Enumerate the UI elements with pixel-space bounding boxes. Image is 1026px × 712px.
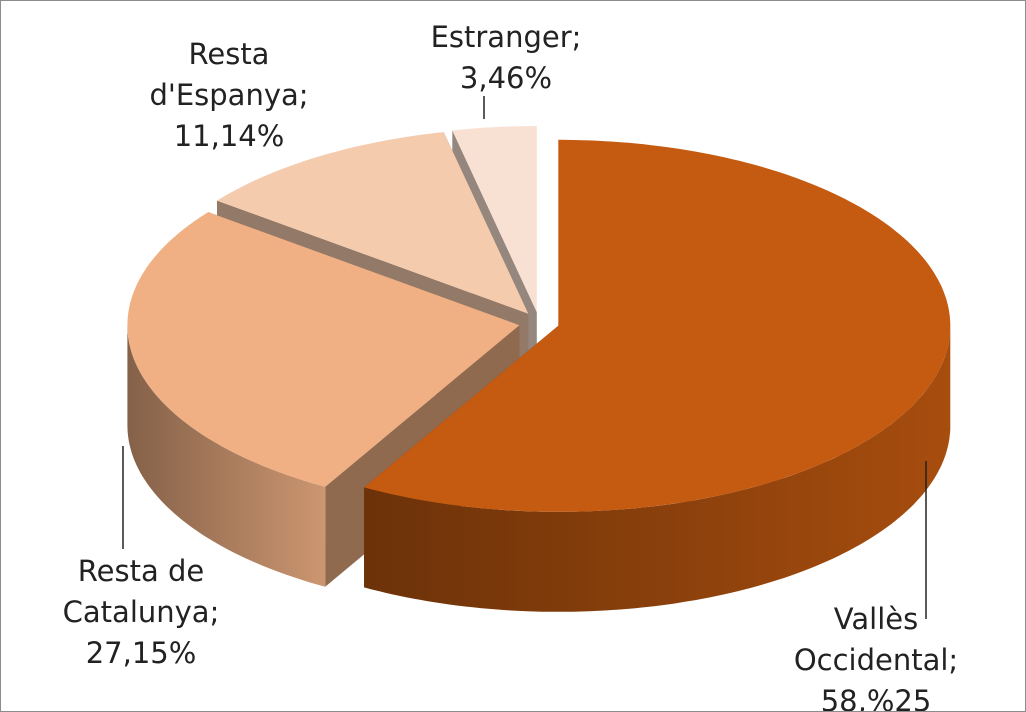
- label-category: Resta de Catalunya;: [62, 554, 220, 629]
- label-category: Resta d'Espanya;: [149, 37, 309, 112]
- label-value: 27,15%: [85, 636, 197, 670]
- label-value: 11,14%: [173, 119, 285, 153]
- slice-side: [364, 325, 951, 612]
- data-label: Resta d'Espanya; 11,14%: [141, 34, 317, 157]
- slice-top: [364, 139, 951, 512]
- slice-top: [217, 132, 529, 314]
- slice-top: [127, 212, 520, 487]
- label-category: Estranger;: [430, 20, 582, 54]
- slice-side: [127, 325, 326, 587]
- label-category: Vallès Occidental;: [793, 602, 959, 677]
- label-value: 58,%25: [820, 684, 932, 712]
- data-label: Resta de Catalunya; 27,15%: [41, 551, 241, 674]
- label-value: 3,46%: [459, 61, 553, 95]
- pie-slice: [364, 139, 951, 612]
- data-label: Vallès Occidental; 58,%25: [766, 599, 986, 712]
- slice-top: [452, 126, 537, 313]
- data-label: Estranger; 3,46%: [401, 17, 611, 99]
